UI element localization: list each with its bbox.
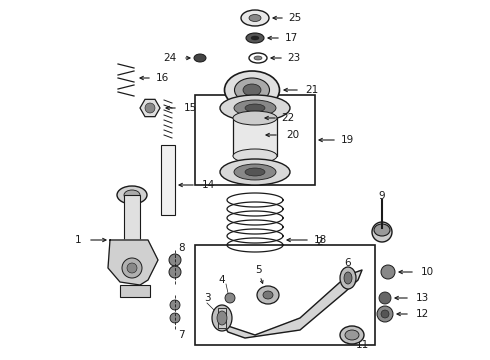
Text: 14: 14 [201, 180, 215, 190]
Ellipse shape [212, 305, 232, 331]
Text: 18: 18 [314, 235, 327, 245]
Circle shape [127, 263, 137, 273]
Text: 11: 11 [355, 340, 368, 350]
Text: 5: 5 [255, 265, 261, 275]
Ellipse shape [217, 311, 227, 325]
Text: 17: 17 [284, 33, 297, 43]
Ellipse shape [248, 116, 256, 120]
Text: 15: 15 [183, 103, 196, 113]
Text: 21: 21 [305, 85, 318, 95]
Ellipse shape [257, 286, 279, 304]
Text: 9: 9 [379, 191, 385, 201]
Text: 23: 23 [287, 53, 301, 63]
Bar [218, 308, 226, 328]
Ellipse shape [263, 291, 273, 299]
Polygon shape [215, 270, 362, 338]
Ellipse shape [194, 54, 206, 62]
Text: 7: 7 [178, 330, 185, 340]
Ellipse shape [234, 100, 276, 116]
Text: 6: 6 [344, 258, 351, 268]
Circle shape [381, 310, 389, 318]
Circle shape [169, 266, 181, 278]
Ellipse shape [233, 111, 277, 125]
Circle shape [170, 313, 180, 323]
Ellipse shape [340, 267, 356, 289]
Bar [195, 245, 375, 345]
Ellipse shape [246, 33, 264, 43]
Text: 1: 1 [74, 235, 81, 245]
Ellipse shape [220, 159, 290, 185]
Bar [233, 118, 277, 156]
Ellipse shape [124, 190, 140, 200]
Ellipse shape [245, 104, 265, 112]
Circle shape [377, 306, 393, 322]
Circle shape [169, 254, 181, 266]
Text: 20: 20 [287, 130, 299, 140]
Ellipse shape [249, 133, 257, 137]
Text: 19: 19 [341, 135, 354, 145]
Ellipse shape [117, 186, 147, 204]
Ellipse shape [235, 78, 270, 102]
Ellipse shape [249, 14, 261, 22]
Ellipse shape [344, 272, 352, 284]
Text: 8: 8 [178, 243, 185, 253]
Text: 22: 22 [281, 113, 294, 123]
Circle shape [122, 258, 142, 278]
Ellipse shape [374, 224, 390, 236]
Ellipse shape [251, 36, 259, 40]
Circle shape [379, 292, 391, 304]
Text: 16: 16 [155, 73, 169, 83]
Text: 10: 10 [420, 267, 434, 277]
Text: 25: 25 [289, 13, 302, 23]
Ellipse shape [254, 56, 262, 60]
Circle shape [372, 222, 392, 242]
Bar [120, 285, 150, 297]
Circle shape [225, 293, 235, 303]
Text: 12: 12 [416, 309, 429, 319]
Ellipse shape [245, 168, 265, 176]
Text: 13: 13 [416, 293, 429, 303]
Text: 24: 24 [163, 53, 176, 63]
Ellipse shape [243, 84, 261, 96]
Ellipse shape [233, 149, 277, 163]
Circle shape [145, 103, 155, 113]
Bar [124, 195, 140, 240]
Bar [161, 145, 175, 215]
Circle shape [170, 300, 180, 310]
Bar [195, 95, 315, 185]
Text: 3: 3 [204, 293, 210, 303]
Polygon shape [108, 240, 158, 285]
Ellipse shape [345, 330, 359, 340]
Ellipse shape [340, 326, 364, 344]
Ellipse shape [234, 164, 276, 180]
Ellipse shape [241, 10, 269, 26]
Circle shape [381, 265, 395, 279]
Ellipse shape [224, 71, 279, 109]
Ellipse shape [220, 95, 290, 121]
Text: 4: 4 [219, 275, 225, 285]
Text: 2: 2 [317, 237, 323, 247]
